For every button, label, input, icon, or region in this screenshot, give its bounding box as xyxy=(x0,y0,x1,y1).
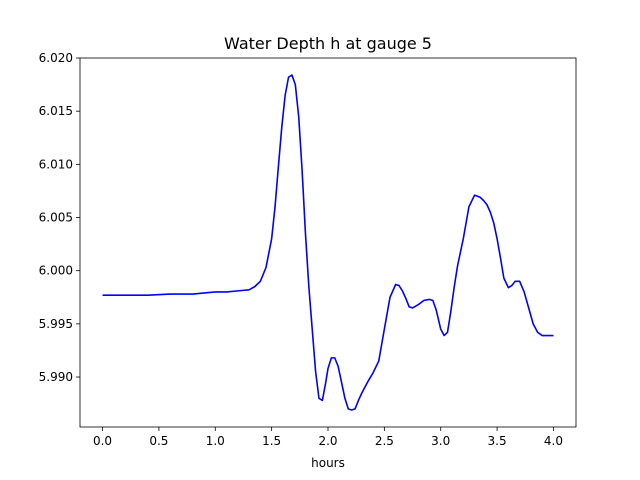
y-tick-label: 5.990 xyxy=(39,370,73,384)
x-axis-label: hours xyxy=(311,456,345,470)
y-tick-label: 6.000 xyxy=(39,264,73,278)
y-tick-label: 6.010 xyxy=(39,157,73,171)
y-tick-label: 5.995 xyxy=(39,317,73,331)
x-tick-label: 3.0 xyxy=(431,434,450,448)
x-tick-label: 0.5 xyxy=(149,434,168,448)
chart-title: Water Depth h at gauge 5 xyxy=(224,34,432,53)
y-tick-label: 6.015 xyxy=(39,104,73,118)
series-line-0 xyxy=(102,74,554,411)
x-tick-label: 0.0 xyxy=(93,434,112,448)
x-tick-label: 1.5 xyxy=(262,434,281,448)
y-tick-label: 6.005 xyxy=(39,211,73,225)
y-tick-label: 6.020 xyxy=(39,51,73,65)
x-tick-label: 1.0 xyxy=(206,434,225,448)
plot-area: 0.0 0.5 1.0 1.5 2.0 2.5 3.0 3.5 4.0 5.990 5.995 6.0… xyxy=(39,51,577,448)
x-tick-label: 2.0 xyxy=(318,434,337,448)
x-tick-label: 3.5 xyxy=(488,434,507,448)
x-tick-label: 2.5 xyxy=(375,434,394,448)
x-tick-label: 4.0 xyxy=(544,434,563,448)
